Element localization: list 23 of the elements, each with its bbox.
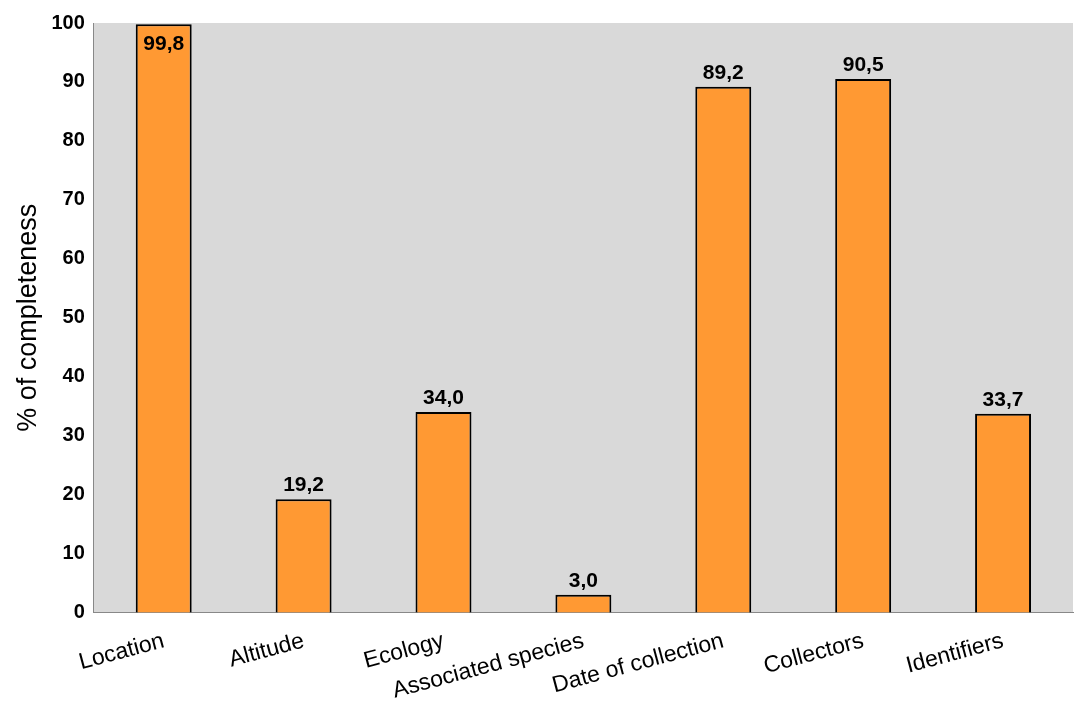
data-label: 90,5 xyxy=(842,51,884,75)
x-tick-label: Altitude xyxy=(225,626,307,672)
y-tick-label: 50 xyxy=(62,305,85,328)
y-tick-label: 60 xyxy=(62,246,85,269)
y-tick-label: 80 xyxy=(62,128,85,151)
data-label: 99,8 xyxy=(143,31,185,55)
y-tick-label: 30 xyxy=(62,423,85,446)
data-label: 33,7 xyxy=(982,386,1024,410)
data-label: 34,0 xyxy=(423,384,464,408)
y-tick-label: 70 xyxy=(62,187,85,210)
data-label: 89,2 xyxy=(702,59,744,83)
x-tick-label: Location xyxy=(75,626,167,675)
y-tick-label: 20 xyxy=(62,482,85,505)
y-tick-label: 0 xyxy=(73,599,85,622)
y-tick-label: 40 xyxy=(62,364,85,387)
x-tick-label: Collectors xyxy=(760,626,867,679)
y-axis-title: % of completeness xyxy=(11,203,42,432)
x-tick-label: Identifiers xyxy=(902,626,1006,678)
y-tick-label: 10 xyxy=(62,540,85,563)
data-label: 3,0 xyxy=(568,567,598,591)
y-tick-label: 90 xyxy=(62,69,85,92)
y-tick-label: 100 xyxy=(51,10,85,33)
data-label: 19,2 xyxy=(283,472,325,496)
